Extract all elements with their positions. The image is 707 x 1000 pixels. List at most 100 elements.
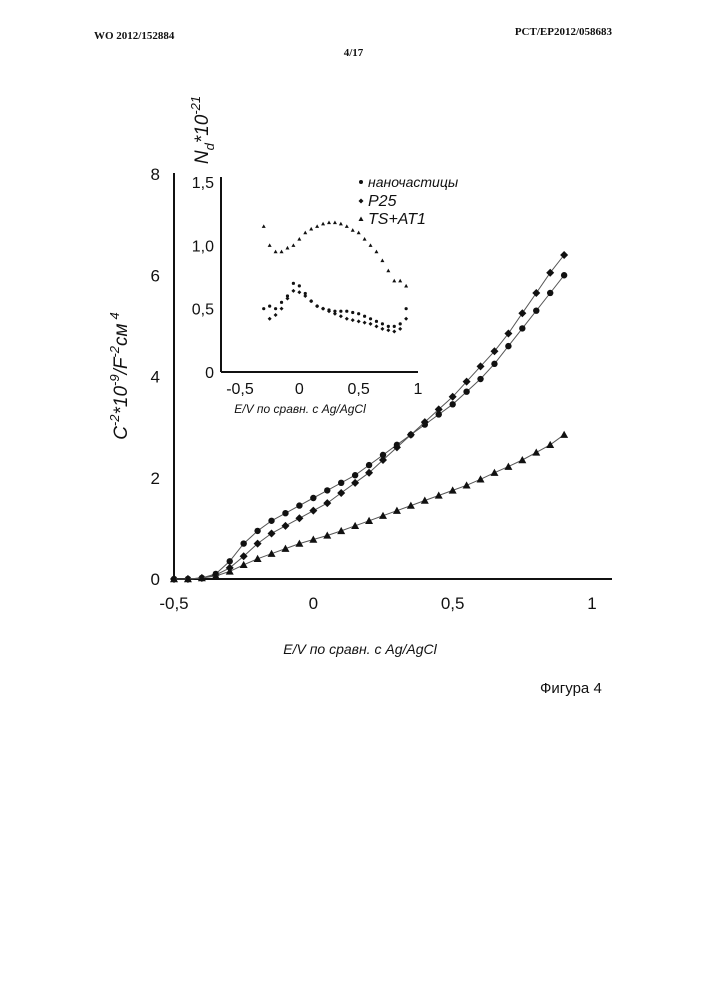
- data-point-triangle: [518, 456, 526, 463]
- y-label-part: -2: [107, 345, 122, 357]
- data-point-triangle: [297, 237, 301, 241]
- y-tick-label: 1,0: [192, 238, 214, 255]
- data-point-circle: [262, 307, 265, 310]
- data-point-diamond: [380, 327, 384, 331]
- data-point-circle: [345, 310, 348, 313]
- data-point-diamond: [281, 522, 289, 530]
- data-point-circle: [363, 315, 366, 318]
- inset-legend: наночастицыP25TS+AT1: [359, 174, 459, 228]
- data-point-circle: [292, 282, 295, 285]
- data-point-circle: [227, 558, 233, 564]
- data-point-diamond: [392, 329, 396, 333]
- data-point-diamond: [309, 507, 317, 515]
- data-point-circle: [491, 361, 497, 367]
- data-point-diamond: [339, 314, 343, 318]
- data-point-diamond: [268, 529, 276, 537]
- y-label-part: C: [111, 426, 132, 440]
- data-point-triangle: [532, 448, 540, 455]
- legend-marker-triangle: [359, 217, 364, 222]
- data-point-circle: [240, 540, 246, 546]
- data-point-circle: [351, 311, 354, 314]
- x-tick-label: 1: [414, 381, 423, 398]
- data-point-triangle: [398, 279, 402, 283]
- y-tick-label: 8: [151, 165, 160, 184]
- series-line: [174, 255, 564, 579]
- data-point-circle: [339, 310, 342, 313]
- data-point-diamond: [291, 289, 295, 293]
- data-point-circle: [463, 388, 469, 394]
- data-point-circle: [449, 401, 455, 407]
- data-point-triangle: [280, 250, 284, 254]
- data-point-diamond: [351, 318, 355, 322]
- y-label-part: см: [111, 323, 132, 346]
- data-point-triangle: [404, 284, 408, 288]
- data-point-circle: [505, 343, 511, 349]
- data-point-triangle: [268, 550, 276, 557]
- data-point-diamond: [315, 304, 319, 308]
- data-point-triangle: [274, 250, 278, 254]
- data-point-triangle: [369, 243, 373, 247]
- data-point-circle: [375, 320, 378, 323]
- data-point-triangle: [327, 221, 331, 225]
- data-point-diamond: [280, 307, 284, 311]
- data-point-circle: [280, 301, 283, 304]
- data-point-circle: [274, 307, 277, 310]
- data-point-triangle: [380, 259, 384, 263]
- legend-marker-diamond: [359, 199, 364, 204]
- data-point-circle: [338, 480, 344, 486]
- data-point-circle: [533, 307, 539, 313]
- data-point-triangle: [392, 279, 396, 283]
- data-point-diamond: [333, 312, 337, 316]
- data-point-diamond: [337, 489, 345, 497]
- data-point-diamond: [345, 317, 349, 321]
- data-point-diamond: [321, 307, 325, 311]
- inset-series-group: [262, 221, 408, 334]
- y-tick-label: 0: [205, 365, 214, 382]
- legend-label: наночастицы: [368, 174, 459, 190]
- data-point-triangle: [407, 502, 415, 509]
- data-point-triangle: [351, 522, 359, 529]
- data-point-triangle: [363, 237, 367, 241]
- legend-label: P25: [368, 193, 397, 210]
- data-point-circle: [369, 317, 372, 320]
- x-tick-label: 1: [587, 594, 596, 613]
- data-point-diamond: [398, 327, 402, 331]
- data-point-circle: [310, 495, 316, 501]
- data-point-circle: [324, 487, 330, 493]
- data-point-triangle: [281, 545, 289, 552]
- data-point-circle: [477, 376, 483, 382]
- data-point-diamond: [386, 328, 390, 332]
- data-point-triangle: [321, 222, 325, 226]
- data-point-circle: [268, 518, 274, 524]
- y-tick-label: 0,5: [192, 302, 214, 319]
- data-point-circle: [547, 290, 553, 296]
- y-tick-label: 6: [151, 266, 160, 285]
- y-label-part: -9: [107, 374, 122, 386]
- data-point-circle: [268, 305, 271, 308]
- data-point-triangle: [365, 517, 373, 524]
- data-point-diamond: [404, 317, 408, 321]
- data-point-triangle: [546, 441, 554, 448]
- y-label-part: -2: [107, 414, 122, 426]
- data-point-circle: [561, 272, 567, 278]
- data-point-triangle: [345, 224, 349, 228]
- x-tick-label: 0: [309, 594, 318, 613]
- data-point-triangle: [309, 227, 313, 231]
- data-point-circle: [405, 307, 408, 310]
- data-point-triangle: [379, 512, 387, 519]
- data-point-diamond: [285, 297, 289, 301]
- data-point-triangle: [374, 250, 378, 254]
- data-point-triangle: [268, 243, 272, 247]
- data-point-circle: [381, 322, 384, 325]
- data-point-triangle: [315, 224, 319, 228]
- x-tick-label: 0,5: [441, 594, 465, 613]
- data-point-circle: [387, 325, 390, 328]
- data-point-diamond: [374, 324, 378, 328]
- data-point-triangle: [285, 246, 289, 250]
- inset-chart: -0,500,5100,51,01,5 E/V по сравн. с Ag/A…: [188, 96, 459, 416]
- data-point-circle: [399, 322, 402, 325]
- data-point-triangle: [333, 221, 337, 225]
- y-label-part: 4: [107, 312, 122, 319]
- data-point-triangle: [339, 222, 343, 226]
